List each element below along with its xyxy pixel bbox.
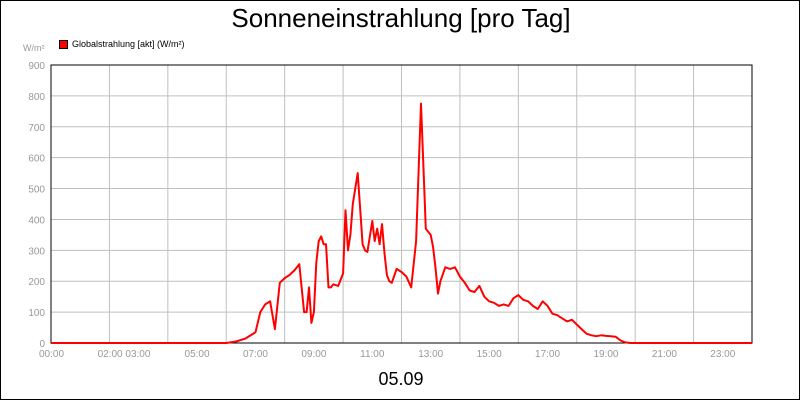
x-tick-label: 19:00 bbox=[593, 349, 618, 360]
y-axis-unit-label: W/m² bbox=[23, 43, 45, 53]
x-tick-label: 13:00 bbox=[418, 349, 443, 360]
series-line-globalstrahlung bbox=[51, 102, 752, 344]
date-label: 05.09 bbox=[378, 369, 424, 389]
legend-swatch bbox=[59, 39, 68, 49]
x-tick-label: 15:00 bbox=[477, 349, 502, 360]
x-tick-label: 11:00 bbox=[360, 349, 385, 360]
x-tick-label: 21:00 bbox=[652, 349, 677, 360]
x-tick-label: 17:00 bbox=[535, 349, 560, 360]
y-tick-label: 0 bbox=[39, 339, 45, 350]
x-tick-label: 00:00 bbox=[39, 349, 64, 360]
y-tick-label: 900 bbox=[28, 61, 45, 72]
y-tick-label: 500 bbox=[28, 185, 45, 196]
chart-title: Sonneneinstrahlung [pro Tag] bbox=[231, 3, 571, 33]
y-tick-label: 100 bbox=[28, 308, 45, 319]
x-tick-label: 05:00 bbox=[185, 349, 210, 360]
y-tick-label: 600 bbox=[28, 154, 45, 165]
x-tick-label: 02:00 03:00 bbox=[98, 349, 151, 360]
x-tick-label: 09:00 bbox=[301, 349, 326, 360]
y-tick-label: 200 bbox=[28, 277, 45, 288]
y-tick-label: 800 bbox=[28, 92, 45, 103]
y-tick-label: 700 bbox=[28, 123, 45, 134]
y-tick-label: 300 bbox=[28, 246, 45, 257]
x-tick-label: 23:00 bbox=[710, 349, 735, 360]
y-tick-label: 400 bbox=[28, 215, 45, 226]
legend: Globalstrahlung [akt] (W/m²) bbox=[59, 39, 185, 49]
legend-entry-label: Globalstrahlung [akt] (W/m²) bbox=[72, 39, 185, 49]
x-tick-label: 07:00 bbox=[243, 349, 268, 360]
plot-border bbox=[50, 64, 753, 344]
